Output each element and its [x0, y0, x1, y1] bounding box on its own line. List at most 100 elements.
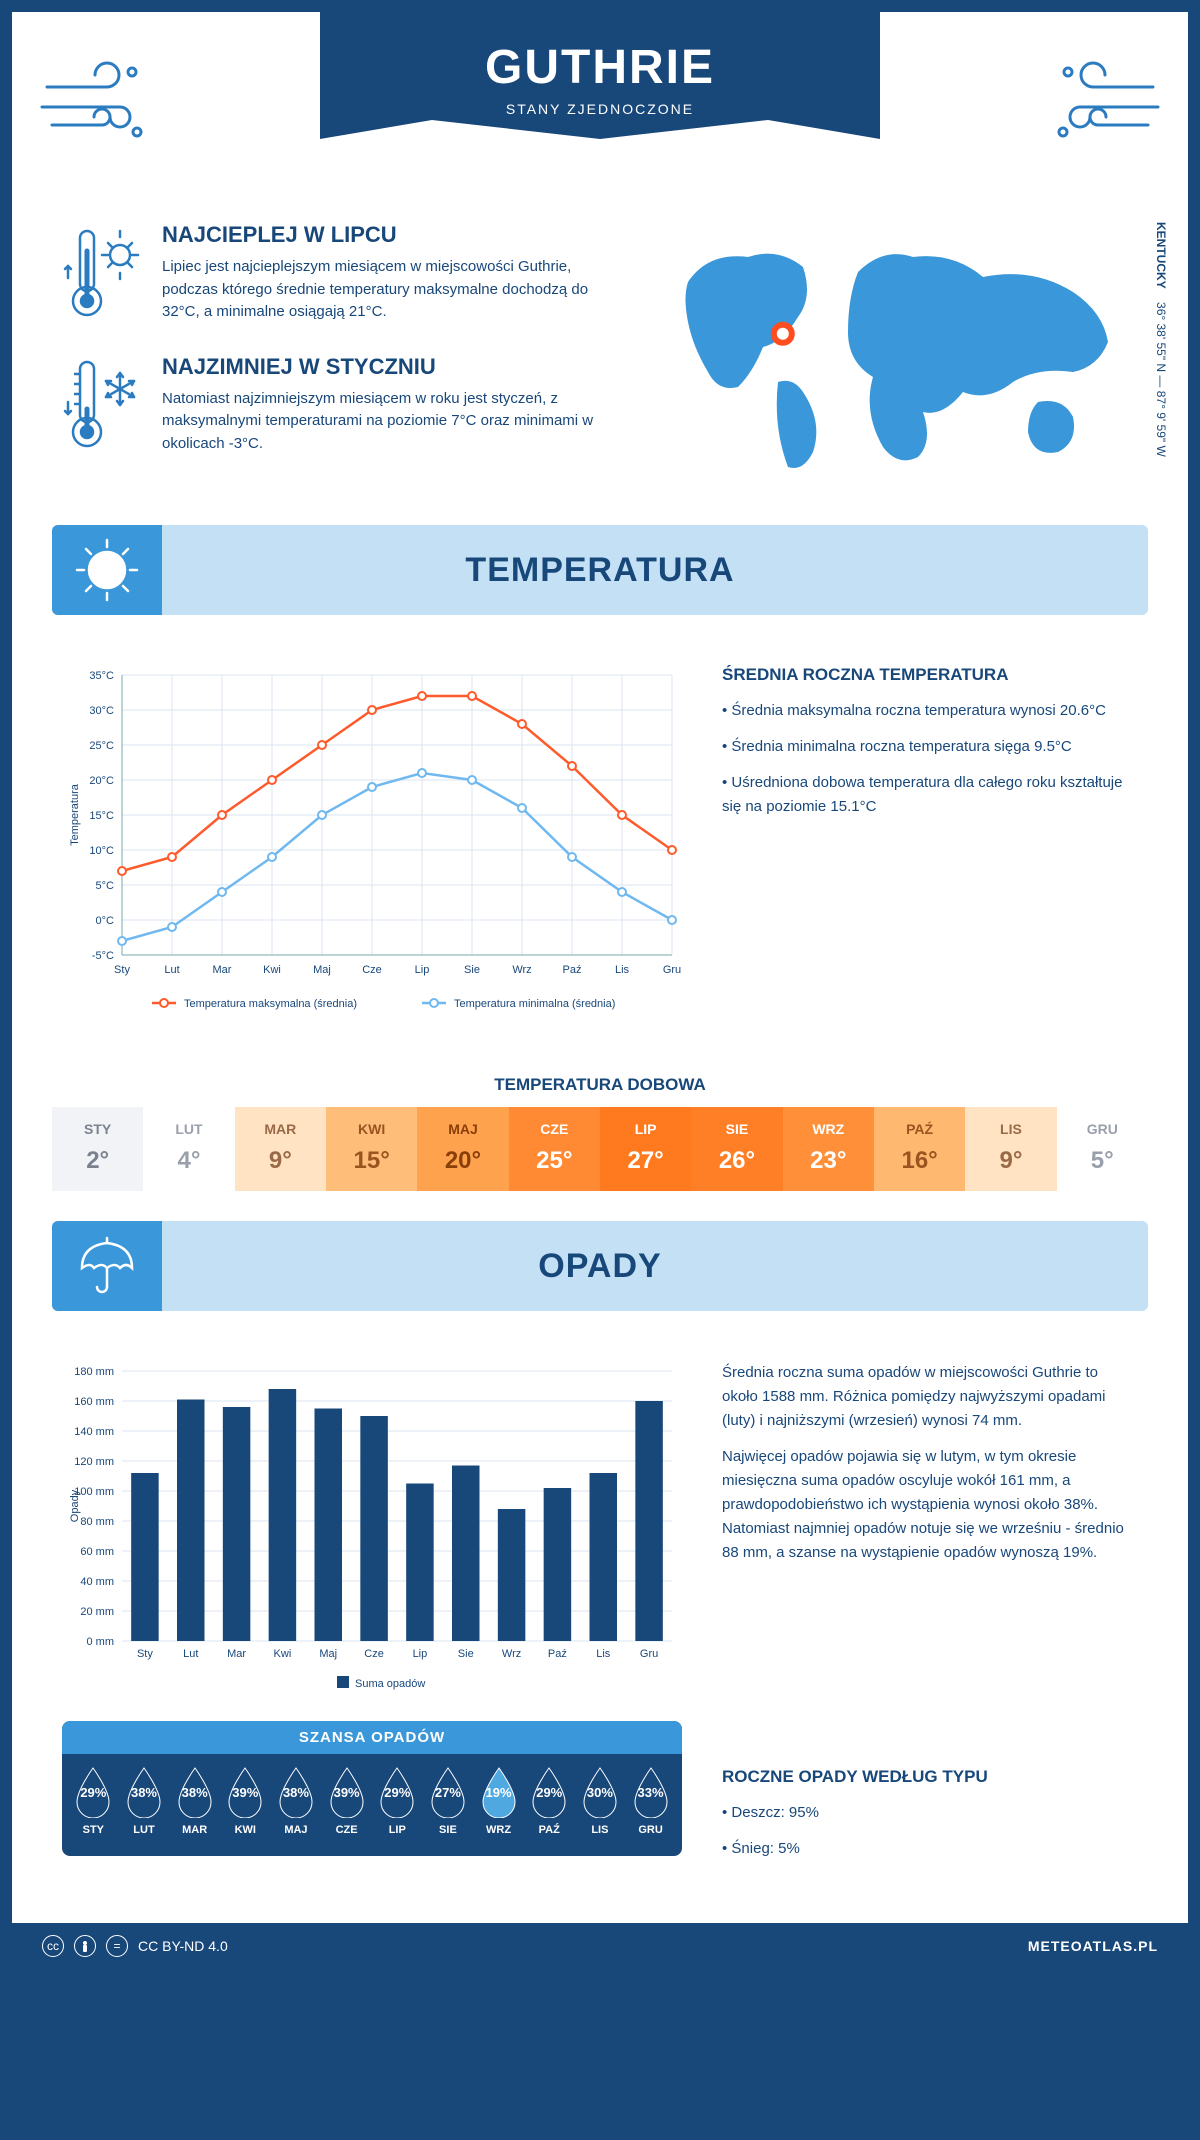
rain-chance-drop: 39%CZE — [327, 1766, 367, 1836]
thermometer-cold-icon — [62, 354, 142, 456]
svg-text:80 mm: 80 mm — [80, 1516, 114, 1528]
svg-text:Sie: Sie — [464, 964, 480, 976]
svg-text:15°C: 15°C — [89, 810, 114, 822]
svg-text:Paź: Paź — [548, 1648, 567, 1660]
opady-section-title: OPADY — [538, 1247, 661, 1286]
svg-text:Wrz: Wrz — [502, 1648, 521, 1660]
intro-section: NAJCIEPLEJ W LIPCU Lipiec jest najcieple… — [12, 192, 1188, 505]
license-text: CC BY-ND 4.0 — [138, 1938, 228, 1954]
dobowa-cell: WRZ23° — [783, 1107, 874, 1191]
svg-text:-5°C: -5°C — [92, 950, 114, 962]
svg-text:20°C: 20°C — [89, 775, 114, 787]
svg-text:Sty: Sty — [137, 1648, 153, 1660]
page-subtitle: STANY ZJEDNOCZONE — [320, 101, 880, 117]
temperature-annual-text: ŚREDNIA ROCZNA TEMPERATURA • Średnia mak… — [722, 665, 1138, 1025]
site-name: METEOATLAS.PL — [1028, 1938, 1158, 1954]
svg-text:160 mm: 160 mm — [74, 1396, 114, 1408]
svg-text:40 mm: 40 mm — [80, 1576, 114, 1588]
svg-text:Kwi: Kwi — [274, 1648, 292, 1660]
wind-icon-right — [1033, 47, 1163, 157]
dobowa-cell: CZE25° — [509, 1107, 600, 1191]
svg-text:Lip: Lip — [415, 964, 430, 976]
svg-text:Lut: Lut — [183, 1648, 198, 1660]
opady-section-header: OPADY — [52, 1221, 1148, 1311]
svg-text:Sie: Sie — [458, 1648, 474, 1660]
dobowa-cell: STY2° — [52, 1107, 143, 1191]
svg-text:Lut: Lut — [164, 964, 179, 976]
svg-text:Wrz: Wrz — [512, 964, 531, 976]
page-title: GUTHRIE — [320, 40, 880, 95]
rain-chance-drop: 38%MAJ — [276, 1766, 316, 1836]
state-label: KENTUCKY — [1154, 222, 1168, 289]
temperature-line-chart: -5°C 0°C 5°C 10°C 15°C 20°C 25°C 30°C 35°C Sty Lut… — [62, 665, 682, 1025]
rain-chance-drop: 27%SIE — [428, 1766, 468, 1836]
rain-chance-drop: 29%PAŹ — [529, 1766, 569, 1836]
footer: cc = CC BY-ND 4.0 METEOATLAS.PL — [12, 1923, 1188, 1969]
hottest-block: NAJCIEPLEJ W LIPCU Lipiec jest najcieple… — [62, 222, 618, 324]
dobowa-cell: LUT4° — [143, 1107, 234, 1191]
coordinates: KENTUCKY 36° 38' 55" N — 87° 9' 59" W — [1154, 222, 1168, 457]
hottest-text: Lipiec jest najcieplejszym miesiącem w m… — [162, 256, 618, 324]
umbrella-icon — [52, 1221, 162, 1311]
svg-text:Mar: Mar — [227, 1648, 246, 1660]
svg-text:10°C: 10°C — [89, 845, 114, 857]
rain-chance-drop: 38%MAR — [175, 1766, 215, 1836]
temperature-section-title: TEMPERATURA — [465, 551, 734, 590]
cc-icon: cc — [42, 1935, 64, 1957]
title-ribbon: GUTHRIE STANY ZJEDNOCZONE — [320, 12, 880, 139]
svg-text:Mar: Mar — [213, 964, 232, 976]
svg-text:Temperatura maksymalna (średni: Temperatura maksymalna (średnia) — [184, 998, 357, 1010]
rain-chance-drop: 19%WRZ — [479, 1766, 519, 1836]
world-map: KENTUCKY 36° 38' 55" N — 87° 9' 59" W — [658, 222, 1138, 485]
svg-text:140 mm: 140 mm — [74, 1426, 114, 1438]
svg-text:Lip: Lip — [413, 1648, 428, 1660]
rain-chance-drop: 29%LIP — [377, 1766, 417, 1836]
szansa-box: SZANSA OPADÓW 29%STY 38%LUT 38%MAR39%KWI 38… — [62, 1721, 682, 1856]
header-banner: GUTHRIE STANY ZJEDNOCZONE — [12, 12, 1188, 192]
svg-text:Opady: Opady — [69, 1489, 81, 1522]
wind-icon-left — [37, 47, 167, 157]
rain-chance-drop: 39%KWI — [225, 1766, 265, 1836]
thermometer-hot-icon — [62, 222, 142, 324]
svg-text:35°C: 35°C — [89, 670, 114, 682]
rain-chance-drop: 33%GRU — [631, 1766, 671, 1836]
dobowa-cell: LIP27° — [600, 1107, 691, 1191]
svg-text:Sty: Sty — [114, 964, 130, 976]
rain-chance-drop: 30%LIS — [580, 1766, 620, 1836]
dobowa-table: STY2°LUT4°MAR9°KWI15°MAJ20°CZE25°LIP27°S… — [52, 1107, 1148, 1191]
svg-text:0 mm: 0 mm — [87, 1636, 115, 1648]
coldest-block: NAJZIMNIEJ W STYCZNIU Natomiast najzimni… — [62, 354, 618, 456]
svg-text:25°C: 25°C — [89, 740, 114, 752]
szansa-title: SZANSA OPADÓW — [62, 1721, 682, 1754]
dobowa-cell: SIE26° — [691, 1107, 782, 1191]
svg-text:Maj: Maj — [319, 1648, 337, 1660]
coldest-title: NAJZIMNIEJ W STYCZNIU — [162, 354, 618, 380]
rain-chance-drop: 38%LUT — [124, 1766, 164, 1836]
nd-icon: = — [106, 1935, 128, 1957]
by-icon — [74, 1935, 96, 1957]
svg-text:Temperatura minimalna (średnia: Temperatura minimalna (średnia) — [454, 998, 615, 1010]
svg-text:Cze: Cze — [362, 964, 382, 976]
dobowa-title: TEMPERATURA DOBOWA — [12, 1075, 1188, 1095]
rain-chance-drop: 29%STY — [73, 1766, 113, 1836]
temperature-section-header: TEMPERATURA — [52, 525, 1148, 615]
dobowa-cell: MAR9° — [235, 1107, 326, 1191]
svg-text:30°C: 30°C — [89, 705, 114, 717]
svg-text:Paź: Paź — [563, 964, 582, 976]
svg-text:20 mm: 20 mm — [80, 1606, 114, 1618]
svg-text:Suma opadów: Suma opadów — [355, 1678, 425, 1690]
svg-text:Gru: Gru — [663, 964, 681, 976]
svg-text:0°C: 0°C — [96, 915, 115, 927]
opady-text: Średnia roczna suma opadów w miejscowośc… — [722, 1361, 1138, 1873]
svg-text:5°C: 5°C — [96, 880, 115, 892]
dobowa-cell: PAŹ16° — [874, 1107, 965, 1191]
svg-text:60 mm: 60 mm — [80, 1546, 114, 1558]
sun-icon — [52, 525, 162, 615]
dobowa-cell: GRU5° — [1057, 1107, 1148, 1191]
svg-text:120 mm: 120 mm — [74, 1456, 114, 1468]
coldest-text: Natomiast najzimniejszym miesiącem w rok… — [162, 388, 618, 456]
svg-text:180 mm: 180 mm — [74, 1366, 114, 1378]
dobowa-cell: LIS9° — [965, 1107, 1056, 1191]
dobowa-cell: MAJ20° — [417, 1107, 508, 1191]
svg-text:Temperatura: Temperatura — [69, 783, 81, 846]
